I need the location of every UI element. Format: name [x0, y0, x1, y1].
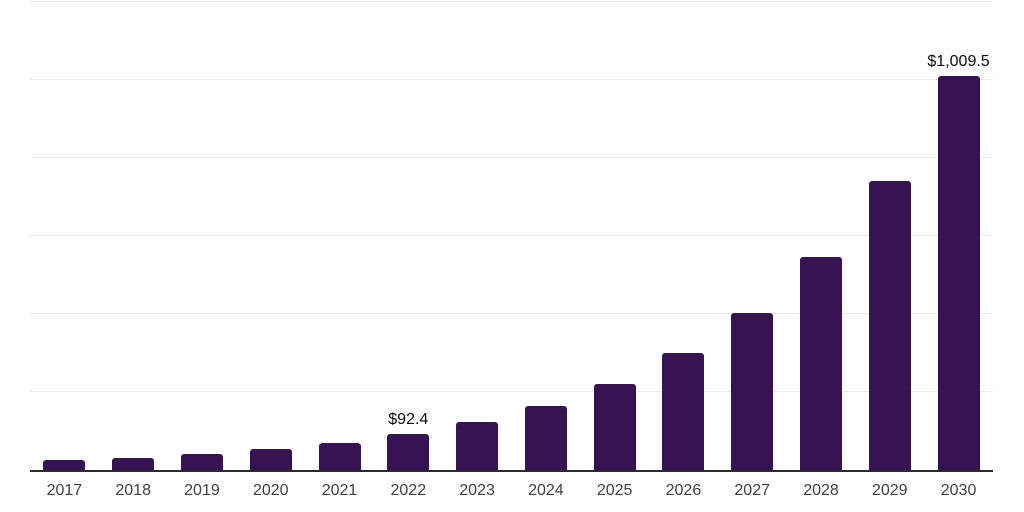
- x-tick-label-2025: 2025: [596, 482, 633, 499]
- gridline-600: [30, 235, 993, 236]
- bar-2030: $1,009.5: [927, 53, 990, 470]
- bars-row: $92.4 $1,009.5: [30, 2, 993, 470]
- bar-2018: [112, 458, 155, 470]
- gridline-1200: [30, 1, 993, 2]
- x-tick-label-2023: 2023: [459, 482, 495, 499]
- bar-2020: [249, 449, 292, 470]
- x-tick-label-2029: 2029: [871, 482, 908, 499]
- bar-slot-2030: $1,009.5: [924, 2, 993, 470]
- gridline-400: [30, 313, 993, 315]
- bar-2025: [593, 383, 636, 470]
- x-tick-label-2018: 2018: [115, 482, 151, 499]
- x-axis-labels: 2017 2018 2019 2020 2021 2022 2023 2024 2025 2026…: [30, 482, 993, 500]
- bar-2017: [43, 460, 86, 470]
- bar-2024: [524, 405, 567, 470]
- bar-2026: [662, 353, 705, 470]
- bar-slot-2027: [718, 2, 787, 470]
- bar-2023: [456, 421, 499, 470]
- gridline-1000: [30, 79, 993, 80]
- bar-2019: [180, 454, 223, 470]
- bar-slot-2026: [649, 2, 718, 470]
- bar-slot-2017: [30, 2, 99, 470]
- bar-2027: [731, 312, 774, 470]
- x-tick-label-2024: 2024: [528, 482, 564, 499]
- x-tick-label-2020: 2020: [252, 482, 289, 499]
- bar-value-label-2022: $92.4: [388, 410, 429, 428]
- bar-slot-2021: [305, 2, 374, 470]
- x-tick-label-2026: 2026: [665, 482, 702, 499]
- bar-slot-2022: $92.4: [374, 2, 443, 470]
- bar-value-label-2030: $1,009.5: [927, 53, 990, 71]
- plot-area: $92.4 $1,009.5: [30, 1, 993, 472]
- bar-slot-2024: [511, 2, 580, 470]
- x-tick-label-2021: 2021: [321, 482, 358, 499]
- bar-slot-2029: [855, 2, 924, 470]
- x-tick-label-2017: 2017: [46, 482, 83, 499]
- gridline-200: [30, 391, 993, 393]
- x-tick-label-2019: 2019: [184, 482, 220, 499]
- bar-slot-2020: [236, 2, 305, 470]
- bar-slot-2023: [443, 2, 512, 470]
- x-tick-label-2030: 2030: [940, 482, 977, 499]
- bar-2022: $92.4: [387, 411, 430, 470]
- x-tick-label-2027: 2027: [734, 482, 770, 499]
- gridline-800: [30, 157, 993, 159]
- bar-slot-2028: [787, 2, 856, 470]
- bar-slot-2025: [580, 2, 649, 470]
- bar-slot-2019: [168, 2, 237, 470]
- x-tick-label-2028: 2028: [803, 482, 839, 499]
- x-tick-label-2022: 2022: [390, 482, 427, 499]
- bar-2029: [868, 181, 911, 470]
- bar-2021: [318, 443, 361, 470]
- bar-slot-2018: [99, 2, 168, 470]
- bar-2028: [799, 257, 842, 470]
